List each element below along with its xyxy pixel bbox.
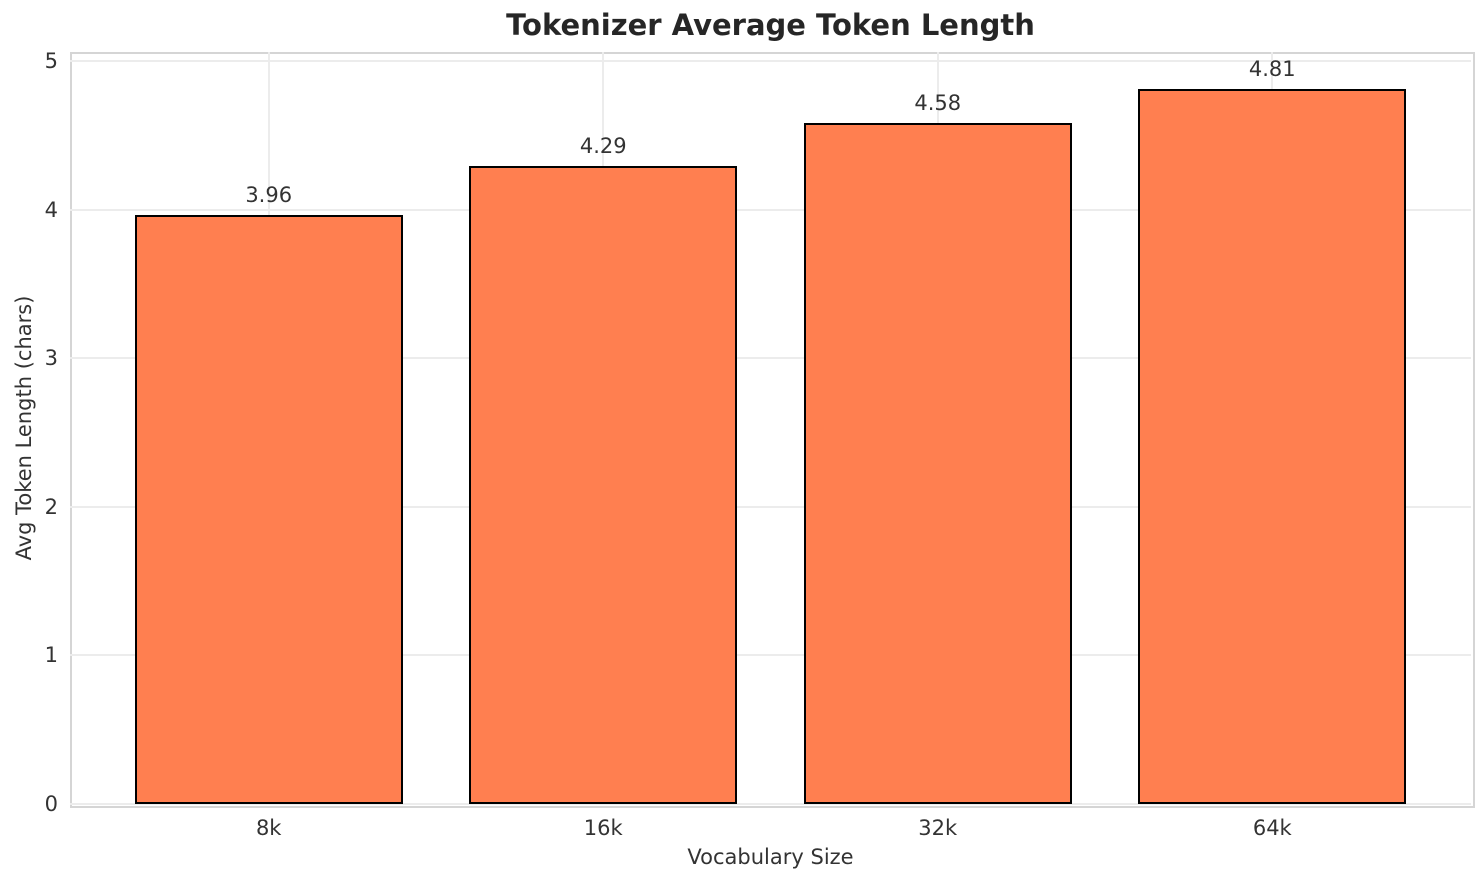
bar-32k: [803, 123, 1072, 804]
horizontal-gridline: [70, 208, 1471, 211]
horizontal-gridline: [70, 59, 1471, 62]
bar-value-label: 4.58: [914, 91, 962, 116]
x-tick-label-64k: 64k: [1252, 816, 1292, 840]
horizontal-gridline: [70, 505, 1471, 508]
y-axis-label: Avg Token Length (chars): [12, 295, 36, 561]
bar-value-label: 4.29: [579, 134, 627, 159]
y-tick-label: 5: [44, 48, 58, 73]
y-tick-label: 4: [44, 197, 58, 222]
y-tick-label: 0: [44, 792, 58, 816]
horizontal-gridline: [70, 357, 1471, 360]
x-tick-label-16k: 16k: [583, 816, 623, 840]
x-tick-label-32k: 32k: [918, 816, 958, 840]
bar-64k: [1138, 89, 1407, 804]
x-axis-label: Vocabulary Size: [687, 845, 854, 869]
y-tick-label: 2: [44, 494, 58, 519]
bar-16k: [469, 166, 738, 804]
bar-value-label: 3.96: [245, 183, 293, 208]
horizontal-gridline: [70, 654, 1471, 657]
bar-8k: [134, 215, 403, 804]
chart-title: Tokenizer Average Token Length: [506, 8, 1035, 42]
x-tick-label-8k: 8k: [255, 816, 282, 840]
bar-value-label: 4.81: [1248, 57, 1296, 82]
y-tick-label: 1: [44, 643, 58, 668]
horizontal-gridline: [70, 803, 1471, 805]
y-tick-label: 3: [44, 346, 58, 371]
